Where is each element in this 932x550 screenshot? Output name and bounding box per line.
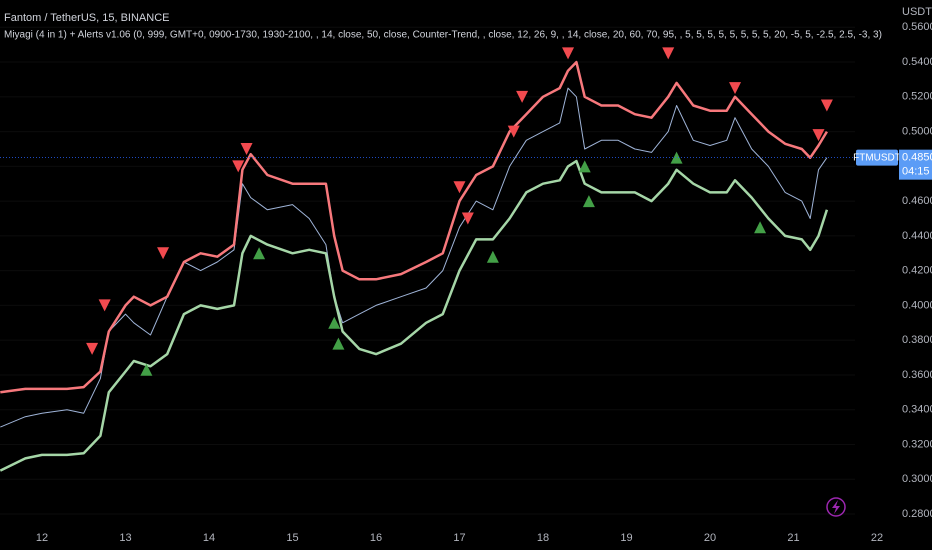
band-line (0, 60, 828, 394)
sell-signal (562, 47, 575, 60)
x-tick-label: 21 (787, 532, 799, 544)
symbol-label: FTMUSDT (853, 152, 901, 163)
indicator-caption: Miyagi (4 in 1) + Alerts v1.06 (0, 999, … (4, 30, 882, 41)
sell-signal (516, 90, 529, 103)
x-tick-label: 12 (36, 532, 48, 544)
x-tick-label: 20 (704, 532, 716, 544)
sell-signal (729, 82, 742, 95)
y-tick-label: 0.5600 (902, 21, 932, 33)
sell-signal (157, 247, 170, 260)
sell-signal (662, 47, 675, 60)
sell-signal (86, 342, 99, 355)
plot-area (0, 26, 855, 515)
sell-signal (98, 299, 111, 312)
buy-signal (578, 160, 591, 173)
chart-title: Fantom / TetherUS, 15, BINANCE (4, 12, 169, 24)
countdown-label: 04:15 (902, 166, 930, 178)
sell-signal (812, 129, 825, 142)
buy-signal (486, 250, 499, 263)
x-tick-label: 14 (203, 532, 215, 544)
sell-signal (820, 99, 833, 112)
y-unit: USDT (902, 6, 932, 18)
symbol-tag (856, 149, 898, 166)
buy-signal (328, 316, 341, 329)
sell-signal (507, 125, 520, 138)
price-line (0, 87, 828, 428)
sell-signal (232, 160, 245, 173)
buy-signal (253, 247, 266, 260)
x-tick-label: 22 (871, 532, 883, 544)
buy-signal (670, 151, 683, 164)
price-tag (899, 149, 932, 180)
x-tick-label: 18 (537, 532, 549, 544)
sell-signal (453, 181, 466, 194)
x-tick-label: 16 (370, 532, 382, 544)
x-tick-label: 13 (119, 532, 131, 544)
x-tick-label: 19 (620, 532, 632, 544)
x-tick-label: 17 (453, 532, 465, 544)
buy-signal (582, 195, 595, 208)
lightning-icon (826, 497, 846, 517)
sell-signal (461, 212, 474, 225)
band-line (0, 159, 829, 472)
sell-signal (240, 142, 253, 155)
x-tick-label: 15 (286, 532, 298, 544)
buy-signal (754, 221, 767, 234)
buy-signal (332, 337, 345, 350)
buy-signal (140, 363, 153, 376)
